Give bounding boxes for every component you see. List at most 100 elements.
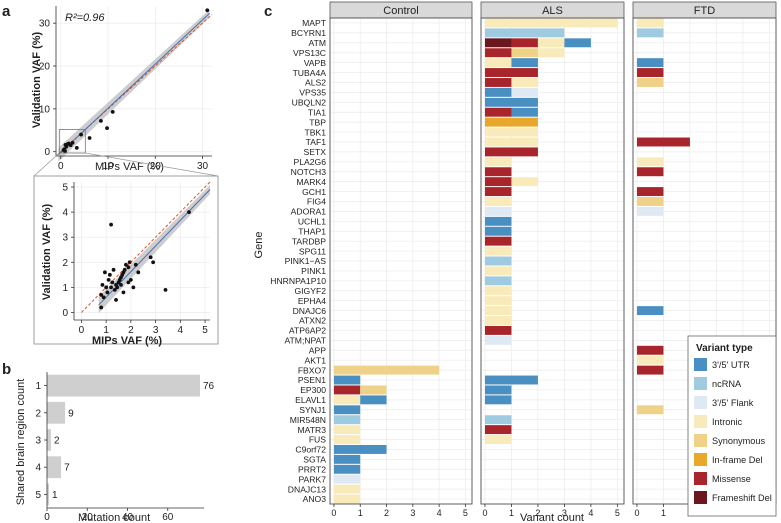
gene-label: TIA1 [308,107,326,117]
bar-segment-Missense [484,325,512,335]
x-tick-label: 60 [162,512,174,523]
legend-label: Synonymous [712,436,766,446]
gene-label: TBK1 [305,127,327,137]
data-point [63,142,68,147]
bar-segment-UTR [333,454,361,464]
bar-segment-UTR [484,216,512,226]
bar-segment-UTR [511,107,538,117]
bar-segment-Intronic [537,48,565,58]
bar-segment-ncRNA [484,276,512,286]
x-tick-label: 0 [634,508,639,518]
x-tick-label: 5 [202,325,208,336]
identity-line [81,181,211,313]
bar-segment-Inframe [484,117,538,127]
zoom-connector-right [85,152,219,177]
y-axis-label: Validation VAF (%) [41,203,53,300]
bar-segment-Synonymous [636,405,664,415]
data-point [126,280,131,285]
bar-segment-ncRNA [333,415,361,425]
bar-segment-ncRNA [484,28,565,38]
gene-label: MATR3 [298,425,327,435]
gene-label: EP300 [300,385,326,395]
y-tick-label: 5 [35,490,41,501]
bar-segment-Missense [484,167,512,177]
bar-value-label: 7 [64,463,70,474]
data-point [106,277,111,282]
bar-segment-Missense [636,187,664,197]
bar-segment-Missense [636,345,664,355]
x-tick-label: 1 [103,325,109,336]
panel-label-b: b [2,361,11,378]
x-tick-label: 3 [562,508,567,518]
y-axis-label: Gene [253,232,265,259]
y-tick-label: 0 [44,147,50,158]
gene-label: SYNJ1 [299,405,326,415]
bar-segment-UTR [484,385,512,395]
gene-label: MARK4 [296,177,326,187]
data-point [136,270,141,275]
gene-label: HNRNPA1P10 [270,276,326,286]
bar-segment-Intronic [333,435,361,444]
bar-segment-Flank [636,206,664,216]
gene-label: GIGYF2 [294,286,326,296]
facet-title: FTD [694,5,715,17]
bar-segment-Missense [484,177,512,187]
data-point [110,280,115,285]
bar-segment-UTR [636,58,664,68]
facet-title: Control [383,5,418,17]
y-tick-label: 4 [62,208,68,219]
data-point [63,149,67,154]
data-point [99,305,104,310]
bar-segment-Synonymous [360,385,387,395]
bar-segment-Missense [484,48,512,58]
zoom-region-box [58,129,86,154]
facet-title: ALS [542,5,563,17]
gene-label: ANO3 [303,494,327,504]
gene-label: AKT1 [305,355,327,365]
x-tick-label: 2 [535,508,540,518]
x-tick-label: 1 [661,508,666,518]
y-tick-label: 4 [35,463,41,474]
gene-label: SETX [304,147,327,157]
data-point [133,262,138,267]
gene-label: ADORA1 [291,207,327,217]
bar-segment-UTR [484,97,538,107]
gene-label: PRRT2 [298,464,326,474]
gene-label: ATM [308,38,326,48]
gene-label: VAPB [304,58,327,68]
bar-segment-Intronic [484,286,512,296]
legend-label: 3'/5' Flank [712,398,754,408]
legend-swatch-UTR [694,358,707,371]
x-tick-label: 0 [58,161,64,172]
data-point [107,272,112,277]
gene-label: DNAJC13 [288,484,326,494]
y-tick-label: 30 [39,19,51,30]
bar-segment-Missense [484,236,512,246]
y-axis-label: Validation VAF (%) [31,31,43,128]
bar-segment-ncRNA [484,415,512,425]
gene-label: ATM;NPAT [284,336,326,346]
data-point [110,109,115,114]
data-point [163,287,168,292]
data-point [114,298,118,302]
gene-label: ELAVL1 [295,395,326,405]
bar-segment-Missense [484,78,512,87]
bar-segment-Intronic [333,484,361,494]
data-point [103,270,107,275]
x-axis-label: MIPs VAF (%) [95,161,164,173]
bar-segment-Missense [484,187,512,197]
gene-label: PINK1 [301,266,326,276]
data-point [124,262,128,267]
gene-label: FUS [309,435,326,445]
x-tick-label: 2 [384,508,389,518]
bar-segment-Synonymous [511,48,538,58]
data-point [104,285,109,290]
y-tick-label: 1 [62,283,68,294]
gene-label: TUBA4A [293,68,327,78]
bar-segment-Intronic [511,177,538,187]
bar-segment-Intronic [484,316,512,325]
gene-label: PLA2G6 [294,157,327,167]
y-tick-label: 5 [62,183,68,194]
bar-segment-Missense [636,137,690,147]
